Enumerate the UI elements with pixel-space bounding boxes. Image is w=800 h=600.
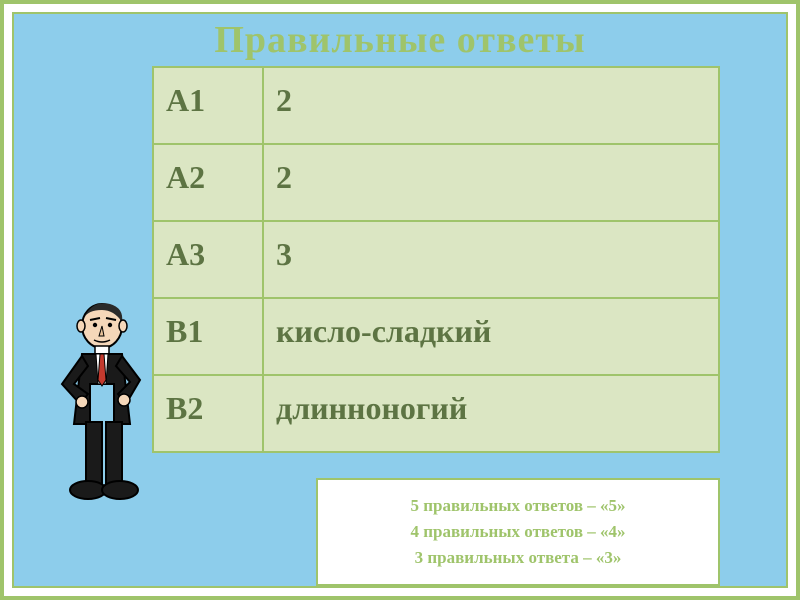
table-row: А12	[153, 67, 719, 144]
table-row: А22	[153, 144, 719, 221]
answer-value: 2	[263, 67, 719, 144]
character-illustration	[32, 294, 162, 508]
answer-key: А3	[153, 221, 263, 298]
answer-value: 3	[263, 221, 719, 298]
scoring-line: 4 правильных ответов – «4»	[330, 522, 706, 542]
answer-key: А1	[153, 67, 263, 144]
answer-value: 2	[263, 144, 719, 221]
scoring-line: 5 правильных ответов – «5»	[330, 496, 706, 516]
answer-key: А2	[153, 144, 263, 221]
answer-value: кисло-сладкий	[263, 298, 719, 375]
answer-value: длинноногий	[263, 375, 719, 452]
table-row: А33	[153, 221, 719, 298]
table-row: В1кисло-сладкий	[153, 298, 719, 375]
answers-table: А12А22А33В1кисло-сладкийВ2длинноногий	[152, 66, 720, 453]
scoring-line: 3 правильных ответа – «3»	[330, 548, 706, 568]
answer-key: В1	[153, 298, 263, 375]
scoring-box: 5 правильных ответов – «5» 4 правильных о…	[316, 478, 720, 586]
table-row: В2длинноногий	[153, 375, 719, 452]
slide-title: Правильные ответы	[0, 18, 800, 62]
answer-key: В2	[153, 375, 263, 452]
slide: Правильные ответы А12А22А33В1кисло-сладк…	[0, 0, 800, 600]
